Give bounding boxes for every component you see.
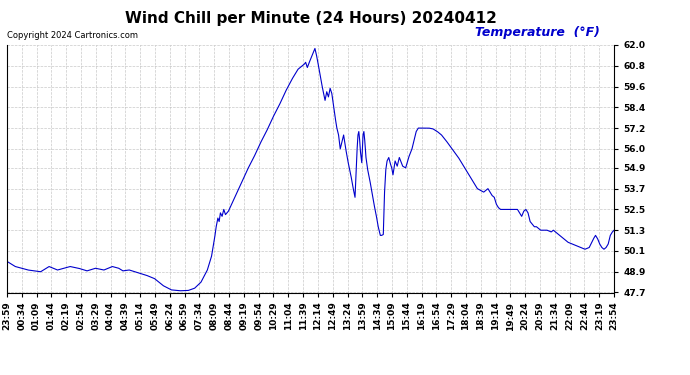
Text: Wind Chill per Minute (24 Hours) 20240412: Wind Chill per Minute (24 Hours) 2024041… [125,11,496,26]
Text: Temperature  (°F): Temperature (°F) [475,26,600,39]
Text: Copyright 2024 Cartronics.com: Copyright 2024 Cartronics.com [7,31,138,40]
